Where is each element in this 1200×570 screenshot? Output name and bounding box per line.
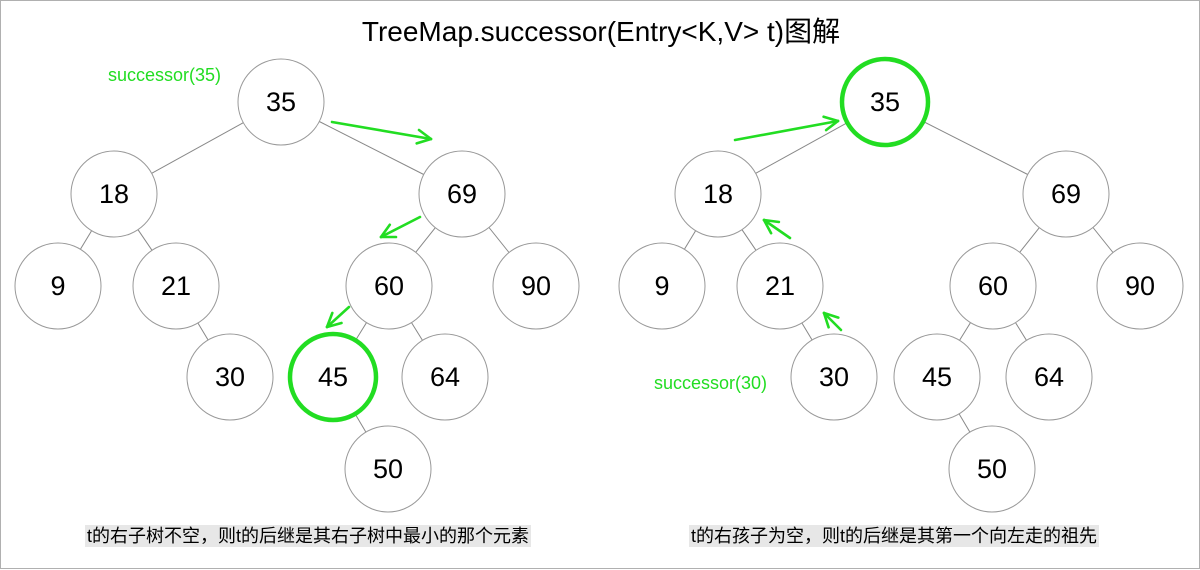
svg-text:64: 64 bbox=[1034, 362, 1064, 392]
svg-text:21: 21 bbox=[161, 271, 191, 301]
svg-text:50: 50 bbox=[373, 454, 403, 484]
svg-text:30: 30 bbox=[819, 362, 849, 392]
svg-text:60: 60 bbox=[978, 271, 1008, 301]
svg-text:69: 69 bbox=[1051, 179, 1081, 209]
svg-text:9: 9 bbox=[50, 271, 65, 301]
svg-text:18: 18 bbox=[99, 179, 129, 209]
svg-text:35: 35 bbox=[266, 87, 296, 117]
svg-text:21: 21 bbox=[765, 271, 795, 301]
svg-text:45: 45 bbox=[318, 362, 348, 392]
svg-text:50: 50 bbox=[977, 454, 1007, 484]
svg-text:30: 30 bbox=[215, 362, 245, 392]
svg-text:64: 64 bbox=[430, 362, 460, 392]
svg-text:90: 90 bbox=[521, 271, 551, 301]
svg-text:90: 90 bbox=[1125, 271, 1155, 301]
svg-text:60: 60 bbox=[374, 271, 404, 301]
svg-text:45: 45 bbox=[922, 362, 952, 392]
svg-text:69: 69 bbox=[447, 179, 477, 209]
svg-text:9: 9 bbox=[654, 271, 669, 301]
svg-text:35: 35 bbox=[870, 87, 900, 117]
svg-text:18: 18 bbox=[703, 179, 733, 209]
